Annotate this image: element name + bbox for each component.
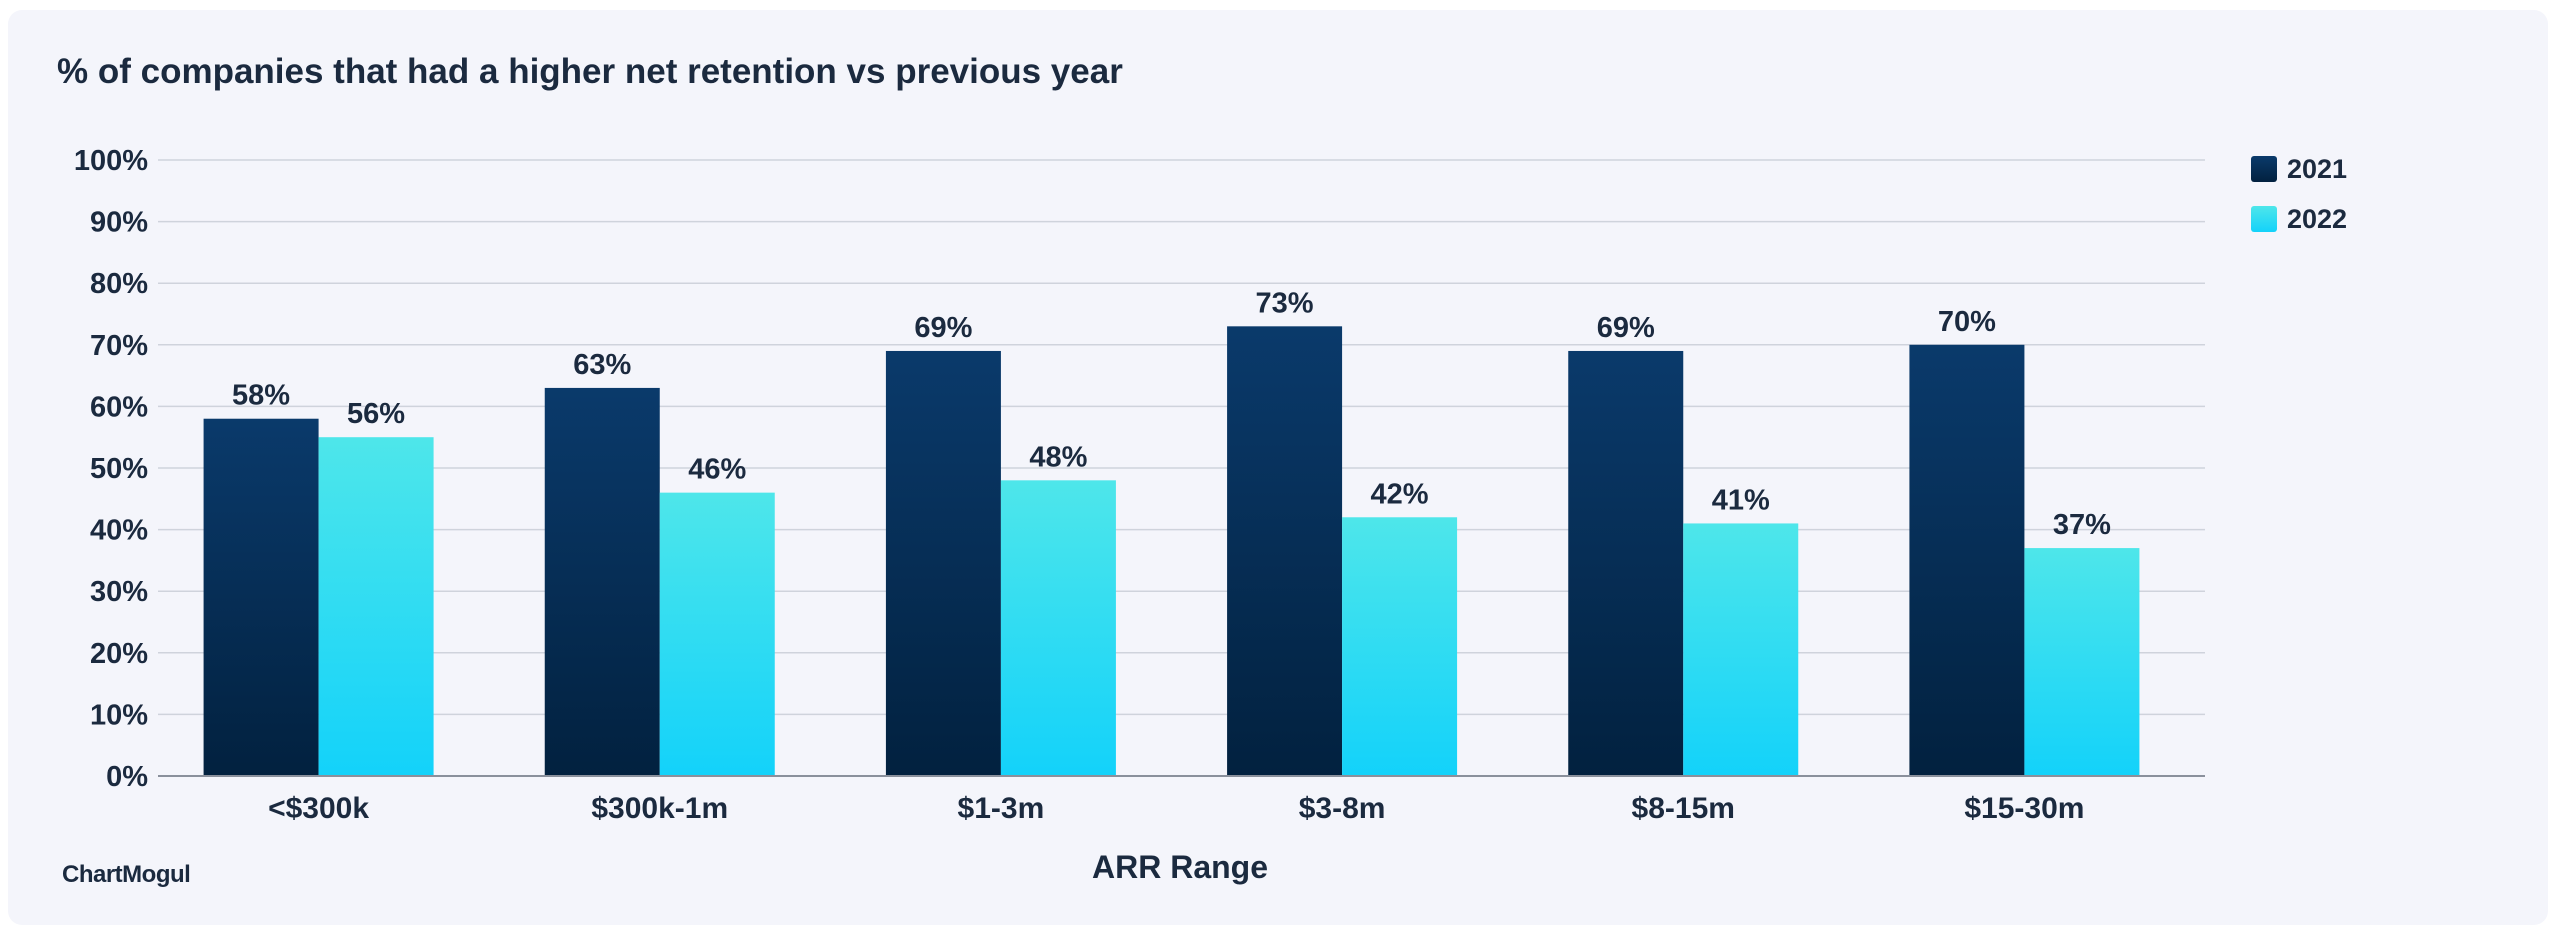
data-labels: 58% 56% 63% 46% 69% 48% 73% 42% 69% 41% 70% 37% (232, 287, 2111, 541)
bar-2021-3 (1227, 326, 1343, 776)
y-tick-label: 60% (90, 391, 148, 423)
data-label: 69% (914, 312, 972, 344)
data-label: 42% (1371, 478, 1429, 510)
y-tick-label: 30% (90, 576, 148, 608)
data-label: 63% (573, 349, 631, 381)
y-tick-label: 90% (90, 207, 148, 239)
bar-2021-2 (885, 350, 1001, 776)
x-tick-label: $300k-1m (591, 792, 728, 825)
x-tick-label: $8-15m (1632, 792, 1735, 825)
data-label: 70% (1938, 306, 1996, 338)
data-label: 48% (1029, 441, 1087, 473)
gridlines (158, 159, 2205, 716)
legend-item-2022: 2022 (2251, 204, 2347, 234)
y-tick-label: 20% (90, 638, 148, 670)
data-label: 56% (347, 398, 405, 430)
bar-2021-1 (544, 387, 660, 776)
legend-swatch-2021 (2251, 156, 2277, 182)
bar-2022-3 (1342, 517, 1458, 776)
x-axis-ticks: <$300k $300k-1m $1-3m $3-8m $8-15m $15-30m (268, 792, 2084, 825)
y-tick-label: 10% (90, 699, 148, 731)
x-axis-title: ARR Range (1092, 849, 1268, 885)
bar-2022-1 (659, 492, 775, 776)
data-label: 41% (1712, 484, 1770, 516)
x-tick-label: $1-3m (958, 792, 1045, 825)
legend: 2021 2022 (2251, 154, 2347, 254)
y-tick-label: 70% (90, 330, 148, 362)
bars (203, 326, 2140, 776)
x-tick-label: $3-8m (1299, 792, 1386, 825)
data-label: 37% (2053, 509, 2111, 541)
x-tick-label: $15-30m (1964, 792, 2084, 825)
bar-2021-4 (1568, 350, 1684, 776)
y-tick-label: 80% (90, 268, 148, 300)
y-tick-label: 50% (90, 453, 148, 485)
bar-2021-0 (203, 418, 319, 776)
y-tick-label: 40% (90, 515, 148, 547)
data-label: 69% (1597, 312, 1655, 344)
data-label: 73% (1256, 287, 1314, 319)
legend-swatch-2022 (2251, 206, 2277, 232)
y-tick-label: 100% (74, 145, 148, 177)
chart-title: % of companies that had a higher net ret… (57, 52, 1123, 91)
data-label: 46% (688, 454, 746, 486)
chartmogul-logo: ChartMogul (62, 861, 191, 888)
y-tick-label: 0% (106, 761, 148, 793)
bar-2021-5 (1909, 344, 2025, 776)
bar-2022-0 (318, 437, 434, 776)
bar-2022-2 (1000, 480, 1116, 776)
data-label: 58% (232, 380, 290, 412)
legend-item-2021: 2021 (2251, 154, 2347, 184)
x-tick-label: <$300k (268, 792, 369, 825)
y-axis-ticks: 0% 10% 20% 30% 40% 50% 60% 70% 80% 90% 100% (74, 145, 148, 793)
legend-label: 2022 (2287, 203, 2348, 234)
legend-label: 2021 (2287, 153, 2348, 184)
bar-2022-5 (2024, 548, 2140, 776)
bar-2022-4 (1683, 523, 1799, 776)
